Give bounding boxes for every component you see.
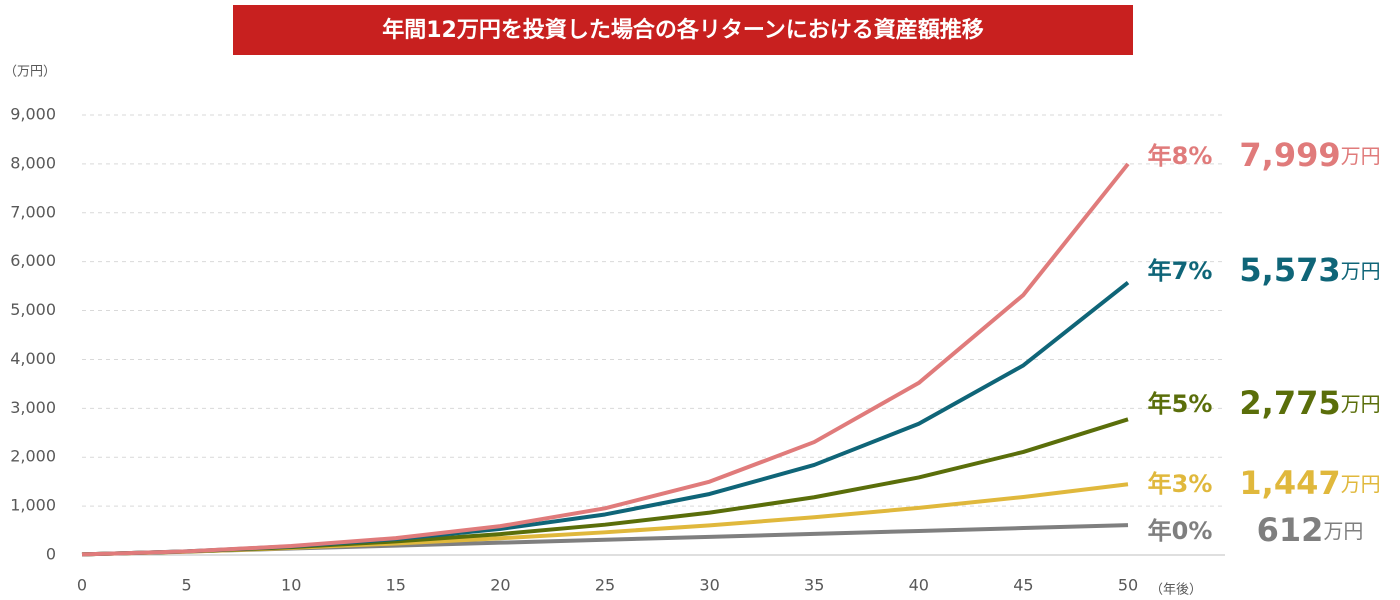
series-name: 年0%: [1148, 517, 1213, 545]
x-tick-label: 50: [1118, 576, 1138, 595]
series-line: [81, 482, 1129, 557]
end-value-number: 2,775: [1239, 384, 1340, 422]
end-value-number: 7,999: [1239, 136, 1340, 174]
end-value-unit: 万円: [1323, 519, 1363, 543]
title-box: [233, 5, 1133, 55]
x-tick-label: 25: [595, 576, 615, 595]
x-tick-label: 35: [804, 576, 824, 595]
end-value-unit: 万円: [1341, 472, 1381, 496]
end-value: 2,775万円: [1239, 384, 1380, 422]
end-value: 7,999万円: [1239, 136, 1380, 174]
end-value: 612万円: [1257, 511, 1364, 549]
x-axis-label: （年後）: [1150, 583, 1202, 598]
y-tick-label: 9,000: [10, 105, 56, 124]
x-tick-label: 10: [281, 576, 301, 595]
end-value-number: 1,447: [1239, 464, 1340, 502]
x-tick-label: 15: [386, 576, 406, 595]
y-tick-label: 1,000: [10, 496, 56, 515]
end-value: 1,447万円: [1239, 464, 1380, 502]
y-tick-label: 2,000: [10, 447, 56, 466]
y-tick-label: 5,000: [10, 300, 56, 319]
x-tick-label: 20: [490, 576, 510, 595]
end-value-number: 5,573: [1239, 251, 1340, 289]
end-value-unit: 万円: [1341, 144, 1381, 168]
y-tick-label: 6,000: [10, 251, 56, 270]
x-tick-label: 40: [909, 576, 929, 595]
y-tick-label: 7,000: [10, 202, 56, 221]
series-line: [81, 280, 1130, 557]
x-tick-label: 5: [182, 576, 192, 595]
y-tick-label: 3,000: [10, 398, 56, 417]
end-value-number: 612: [1257, 511, 1324, 549]
x-tick-label: 0: [77, 576, 87, 595]
y-tick-label: 4,000: [10, 349, 56, 368]
x-tick-label: 45: [1013, 576, 1033, 595]
y-tick-label: 0: [46, 545, 56, 564]
x-tick-label: 30: [699, 576, 719, 595]
series-name: 年7%: [1148, 257, 1213, 285]
series-name: 年5%: [1148, 390, 1213, 418]
end-value-unit: 万円: [1341, 392, 1381, 416]
series-name: 年3%: [1148, 470, 1213, 498]
end-value-unit: 万円: [1341, 259, 1381, 283]
y-axis-label: （万円）: [4, 65, 56, 80]
end-value: 5,573万円: [1239, 251, 1380, 289]
series-line: [81, 162, 1130, 557]
y-tick-label: 8,000: [10, 153, 56, 172]
chart-title: 年間12万円を投資した場合の各リターンにおける資産額推移: [382, 17, 984, 43]
series-name: 年8%: [1148, 142, 1213, 170]
